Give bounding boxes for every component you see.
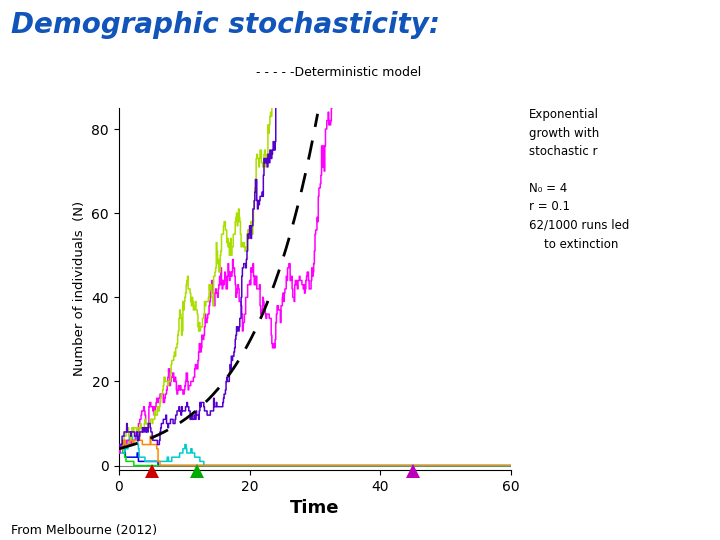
Text: From Melbourne (2012): From Melbourne (2012) <box>11 524 157 537</box>
X-axis label: Time: Time <box>290 499 340 517</box>
Text: Demographic stochasticity:: Demographic stochasticity: <box>11 11 440 39</box>
Y-axis label: Number of individuals  (N): Number of individuals (N) <box>73 201 86 376</box>
Text: - - - - -Deterministic model: - - - - -Deterministic model <box>256 66 421 79</box>
Text: Exponential
growth with
stochastic r

N₀ = 4
r = 0.1
62/1000 runs led
    to ext: Exponential growth with stochastic r N₀ … <box>529 108 629 251</box>
